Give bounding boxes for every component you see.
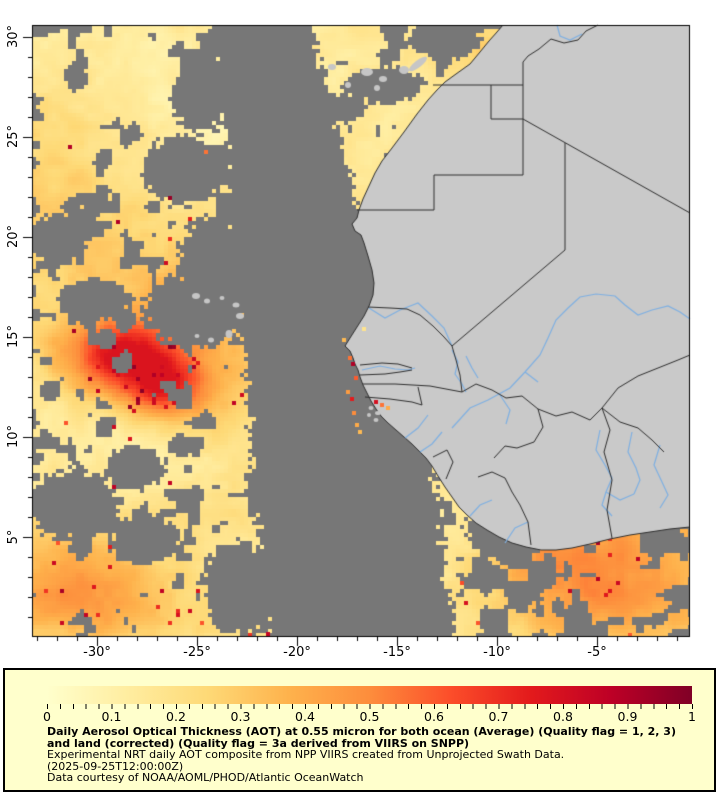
legend-subtitle: Experimental NRT daily AOT composite fro…	[47, 748, 565, 761]
y-tick-label: 5°	[6, 529, 21, 545]
x-tick-label: -20°	[283, 645, 311, 660]
x-tick-label: -25°	[183, 645, 211, 660]
colorbar-tick-label: 0.8	[553, 709, 573, 724]
y-tick-label: 30°	[6, 24, 21, 48]
colorbar-tick-label: 0.1	[101, 709, 122, 724]
legend-title: Daily Aerosol Optical Thickness (AOT) at…	[47, 725, 676, 750]
aot-map-canvas	[0, 0, 720, 662]
x-tick-label: -30°	[83, 645, 111, 660]
y-tick-label: 10°	[6, 424, 21, 448]
legend-timestamp: (2025-09-25T12:00:00Z)	[47, 759, 184, 773]
y-tick-label: 20°	[6, 224, 21, 248]
colorbar-tick-label: 0.7	[488, 709, 509, 724]
colorbar-tick-label: 1	[688, 709, 696, 724]
x-tick-label: -15°	[383, 645, 411, 660]
legend-credit: Data courtesy of NOAA/AOML/PHOD/Atlantic…	[47, 771, 364, 784]
colorbar-gradient	[47, 686, 692, 704]
colorbar-tick-label: 0.5	[359, 709, 380, 724]
y-tick-label: 25°	[6, 124, 21, 148]
colorbar-tick-label: 0.2	[166, 709, 186, 724]
colorbar-tick-label: 0.9	[617, 709, 638, 724]
y-tick-label: 15°	[6, 324, 21, 348]
legend-text-block: Daily Aerosol Optical Thickness (AOT) at…	[47, 726, 697, 784]
x-tick-label: -10°	[483, 645, 511, 660]
colorbar-tick-label: 0.3	[230, 709, 251, 724]
colorbar-tick-label: 0.6	[424, 709, 444, 724]
colorbar-tick-label: 0.4	[295, 709, 315, 724]
legend-panel: 0 0.1 0.2 0.3 0.4 0.5 0.6 0.7 0.8 0.9 1 Daily Aero…	[3, 668, 716, 792]
x-tick-label: -5°	[587, 645, 607, 660]
colorbar-ticks	[47, 704, 693, 709]
colorbar-tick-label: 0	[43, 709, 51, 724]
